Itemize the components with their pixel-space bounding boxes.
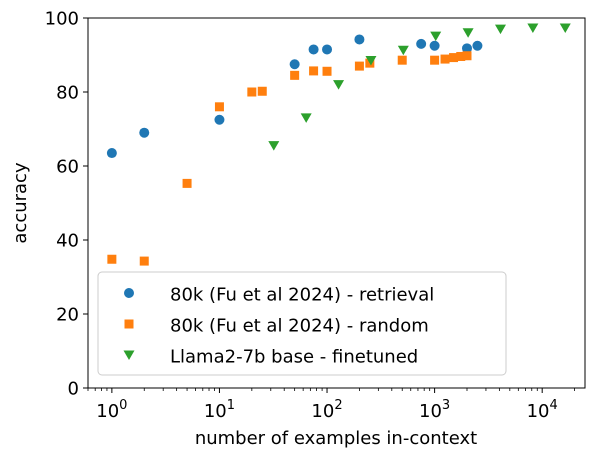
legend-marker [124,288,134,298]
y-axis-label: accuracy [10,162,31,244]
x-tick-exponent: 4 [550,398,558,413]
data-point [323,67,332,76]
x-tick-exponent: 1 [227,398,235,413]
data-point [430,56,439,65]
data-point [472,41,482,51]
data-point [258,87,267,96]
data-point [354,34,364,44]
x-tick-base: 10 [419,401,442,422]
data-point [139,128,149,138]
data-point [247,88,256,97]
y-tick-label: 80 [56,83,79,104]
x-tick-base: 10 [527,401,550,422]
data-point [107,255,116,264]
data-point [309,66,318,75]
legend-label: 80k (Fu et al 2024) - retrieval [170,285,434,306]
y-tick-label: 40 [56,231,79,252]
data-point [107,148,117,158]
legend-label: Llama2-7b base - finetuned [170,347,418,368]
data-point [215,102,224,111]
data-point [214,115,224,125]
data-point [309,44,319,54]
x-tick-base: 10 [96,401,119,422]
x-tick-base: 10 [311,401,334,422]
data-point [290,71,299,80]
x-tick-base: 10 [204,401,227,422]
data-point [183,179,192,188]
legend: 80k (Fu et al 2024) - retrieval 80k (Fu e… [98,272,506,375]
x-tick-exponent: 2 [334,398,342,413]
data-point [290,59,300,69]
data-point [355,62,364,71]
data-point [462,51,471,60]
x-tick-exponent: 3 [442,398,450,413]
data-point [441,55,450,64]
y-tick-label: 100 [45,9,79,30]
y-tick-label: 60 [56,157,79,178]
legend-marker [125,320,134,329]
data-point [416,39,426,49]
x-tick-exponent: 0 [119,398,127,413]
data-point [322,44,332,54]
y-tick-label: 0 [68,379,79,400]
data-point [398,56,407,65]
x-axis-label: number of examples in-context [195,428,477,449]
legend-label: 80k (Fu et al 2024) - random [170,316,429,337]
data-point [430,41,440,51]
data-point [140,257,149,266]
y-tick-label: 20 [56,305,79,326]
